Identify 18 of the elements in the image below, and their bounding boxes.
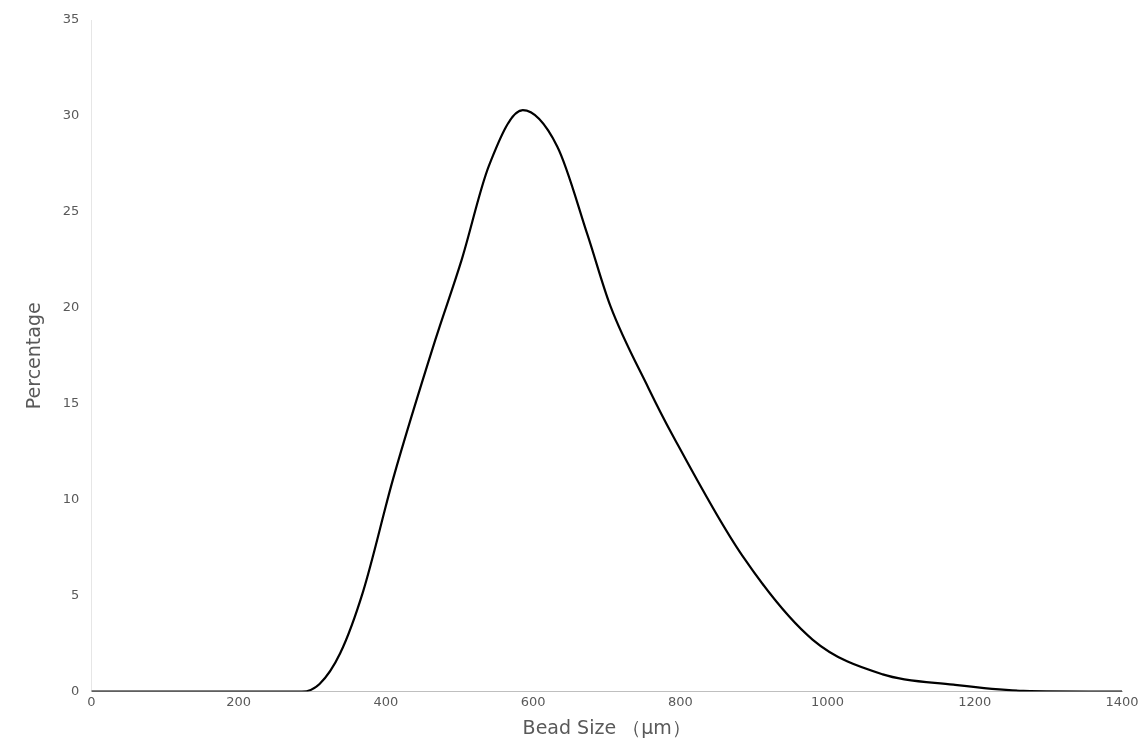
x-tick-label: 400 — [373, 693, 399, 709]
y-tick-label: 10 — [62, 491, 80, 507]
y-tick-label: 20 — [62, 299, 80, 315]
x-tick-label: 0 — [87, 693, 96, 709]
x-axis-title: Bead Size （μm） — [522, 715, 691, 738]
x-tick-label: 1400 — [1105, 693, 1139, 709]
y-tick-label: 15 — [62, 395, 80, 411]
x-tick-label: 200 — [226, 693, 251, 709]
x-tick-label: 600 — [520, 693, 546, 709]
y-axis-title: Percentage — [22, 302, 45, 410]
y-tick-label: 30 — [62, 107, 80, 123]
x-tick-label: 1000 — [810, 693, 845, 709]
y-tick-label: 25 — [62, 203, 80, 219]
y-tick-label: 35 — [62, 11, 80, 27]
y-tick-label: 0 — [71, 682, 80, 698]
x-tick-label: 1200 — [958, 693, 992, 709]
y-tick-label: 5 — [71, 587, 80, 603]
x-tick-label: 800 — [667, 693, 693, 709]
